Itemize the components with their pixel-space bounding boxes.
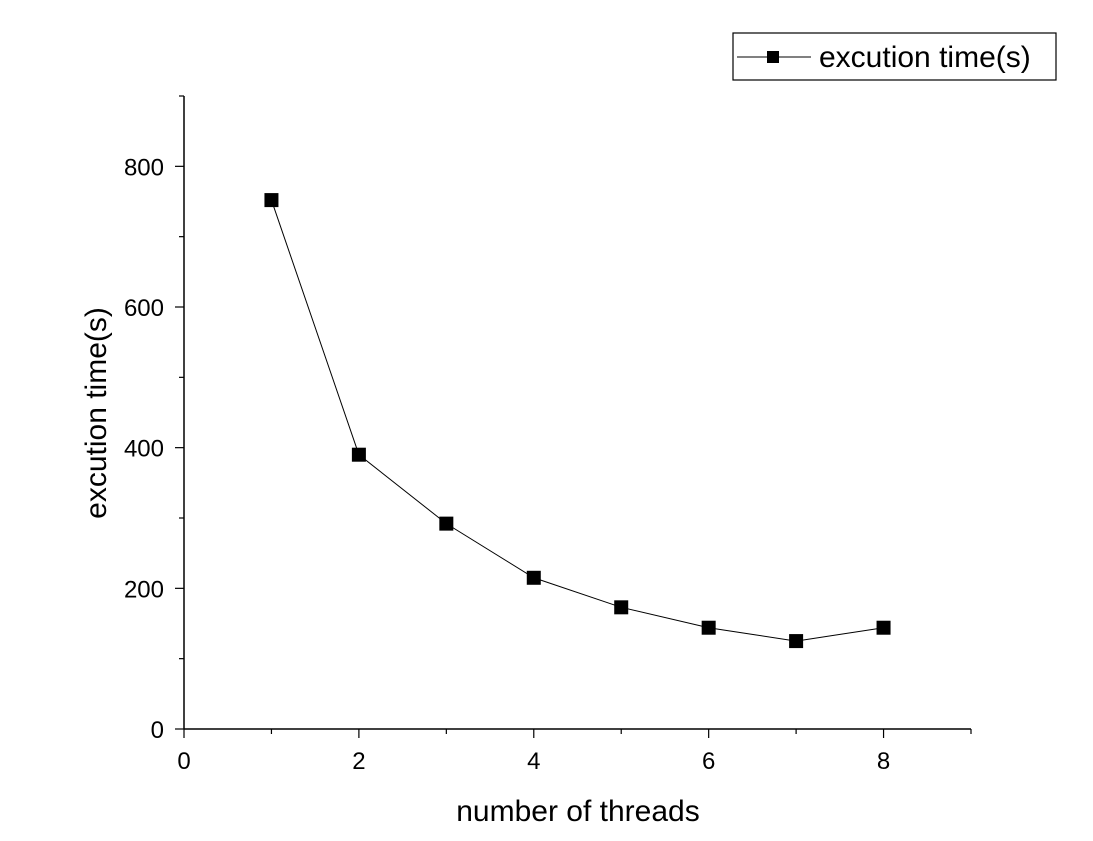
legend-label: excution time(s): [819, 41, 1031, 74]
data-point: [351, 447, 366, 462]
axes: [183, 96, 971, 730]
data-point: [701, 620, 716, 635]
data-point: [614, 600, 629, 615]
x-tick-label: 6: [702, 748, 715, 775]
y-tick-label: 0: [151, 717, 164, 744]
x-tick-label: 0: [177, 748, 190, 775]
data-point: [264, 193, 279, 208]
data-point: [789, 634, 804, 649]
series-line: [270, 199, 884, 642]
y-tick-label: 800: [124, 154, 164, 181]
y-ticks: 0 200 400 600 800: [124, 95, 184, 744]
series-layer: [264, 193, 891, 649]
data-point: [876, 620, 891, 635]
y-tick-label: 600: [124, 295, 164, 322]
y-tick-label: 200: [124, 576, 164, 603]
x-tick-label: 4: [527, 748, 540, 775]
x-tick-label: 2: [352, 748, 365, 775]
x-tick-label: 8: [877, 748, 890, 775]
y-axis-title: excution time(s): [80, 307, 113, 519]
x-ticks: 0 2 4 6 8: [177, 729, 972, 775]
legend: excution time(s): [732, 32, 1057, 81]
data-point: [526, 570, 541, 585]
y-tick-label: 400: [124, 436, 164, 463]
data-point: [439, 516, 454, 531]
x-axis-title: number of threads: [456, 795, 699, 828]
legend-marker: [767, 51, 779, 63]
